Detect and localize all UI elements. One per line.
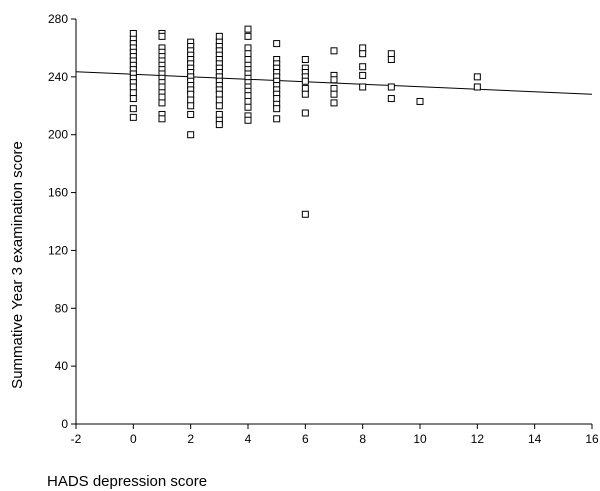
data-point: [473, 73, 481, 81]
y-axis-title: Summative Year 3 examination score: [9, 141, 26, 389]
data-point: [158, 99, 166, 107]
y-tick-label: 80: [55, 301, 69, 315]
data-point: [129, 105, 137, 113]
x-tick-label: 4: [245, 432, 252, 446]
data-point: [244, 44, 252, 52]
data-point: [330, 76, 338, 84]
data-point: [158, 83, 166, 91]
data-point: [387, 83, 395, 91]
data-point: [473, 83, 481, 91]
data-point: [215, 121, 223, 129]
y-tick-label: 160: [48, 186, 68, 200]
data-point: [387, 56, 395, 63]
data-point: [273, 40, 281, 48]
axes: [75, 19, 592, 425]
y-tick-label: 120: [48, 243, 68, 257]
data-point: [244, 50, 252, 58]
data-point: [244, 32, 252, 40]
x-tick-label: 16: [585, 432, 599, 446]
data-point: [158, 93, 166, 101]
data-point: [187, 131, 195, 139]
data-point: [359, 44, 367, 52]
x-tick-label: 10: [413, 432, 427, 446]
data-point: [273, 95, 281, 103]
data-point: [244, 103, 252, 111]
data-point: [301, 90, 309, 98]
data-point: [330, 84, 338, 92]
data-point: [301, 77, 309, 85]
data-point: [244, 56, 252, 63]
data-point: [215, 110, 223, 118]
data-point: [187, 96, 195, 104]
data-point: [244, 25, 252, 33]
y-tick-label: 0: [61, 417, 68, 431]
data-point: [129, 29, 137, 37]
x-tick-label: -2: [71, 432, 82, 446]
data-point: [273, 115, 281, 123]
data-point: [129, 113, 137, 121]
data-point: [330, 99, 338, 107]
data-point: [215, 102, 223, 110]
data-point: [129, 83, 137, 91]
data-point: [129, 89, 137, 97]
data-point: [187, 110, 195, 118]
y-tick-label: 40: [55, 359, 69, 373]
x-tick-label: 0: [130, 432, 137, 446]
data-point: [301, 84, 309, 92]
x-tick-label: 6: [302, 432, 309, 446]
data-point: [330, 47, 338, 55]
data-point: [244, 116, 252, 124]
data-point: [301, 109, 309, 117]
x-tick-label: 2: [187, 432, 194, 446]
y-tick-label: 280: [48, 12, 68, 26]
x-tick-label: 8: [359, 432, 366, 446]
data-point: [359, 50, 367, 58]
data-point: [215, 90, 223, 98]
data-point: [387, 50, 395, 58]
data-point: [359, 83, 367, 91]
data-point: [301, 56, 309, 63]
y-tick-label: 240: [48, 70, 68, 84]
x-axis-title: HADS depression score: [47, 473, 207, 490]
data-point: [129, 95, 137, 103]
data-point: [215, 96, 223, 104]
data-point: [301, 210, 309, 218]
data-point: [359, 63, 367, 71]
data-point: [158, 32, 166, 40]
y-tick-label: 200: [48, 128, 68, 142]
data-point: [215, 32, 223, 40]
x-tick-label: 12: [471, 432, 485, 446]
data-point: [387, 95, 395, 103]
data-points: [129, 25, 481, 218]
data-point: [416, 97, 424, 105]
data-point: [244, 97, 252, 105]
data-point: [158, 115, 166, 123]
data-point: [359, 71, 367, 79]
data-point: [187, 102, 195, 110]
data-point: [330, 90, 338, 98]
data-point: [273, 105, 281, 113]
data-point: [187, 90, 195, 98]
data-point: [244, 92, 252, 100]
x-tick-label: 14: [528, 432, 542, 446]
